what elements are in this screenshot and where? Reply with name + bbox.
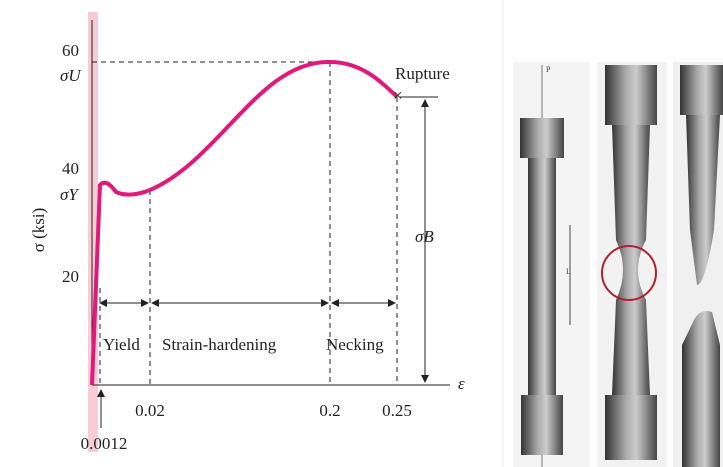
- region-label: Yield: [103, 335, 140, 354]
- x-tick-label: 0.2: [319, 401, 340, 420]
- region-label: Strain-hardening: [162, 335, 277, 354]
- photo-label: P: [546, 65, 551, 74]
- y-marker: σU: [60, 66, 82, 85]
- x-tick-label: 0.25: [382, 401, 412, 420]
- y-tick-label: 20: [62, 267, 79, 286]
- specimen-photos: [513, 62, 723, 467]
- highlight-band: [88, 12, 98, 452]
- y-tick-label: 60: [62, 41, 79, 60]
- stress-strain-curve: [90, 59, 399, 386]
- photo-label: L: [566, 267, 571, 276]
- x-pointer-label: 0.0012: [81, 434, 128, 453]
- x-axis-label: ε: [458, 374, 465, 393]
- breaking-stress-label: σB: [415, 227, 434, 246]
- y-marker: σY: [60, 185, 79, 204]
- y-tick-label: 40: [62, 159, 79, 178]
- x-tick-label: 0.02: [135, 401, 165, 420]
- y-axis-label: σ (ksi): [29, 208, 48, 253]
- guide-lines: [92, 61, 398, 385]
- region-label: Necking: [326, 335, 384, 354]
- rupture-label: Rupture: [395, 64, 450, 83]
- rupture-mark: ×: [393, 86, 403, 105]
